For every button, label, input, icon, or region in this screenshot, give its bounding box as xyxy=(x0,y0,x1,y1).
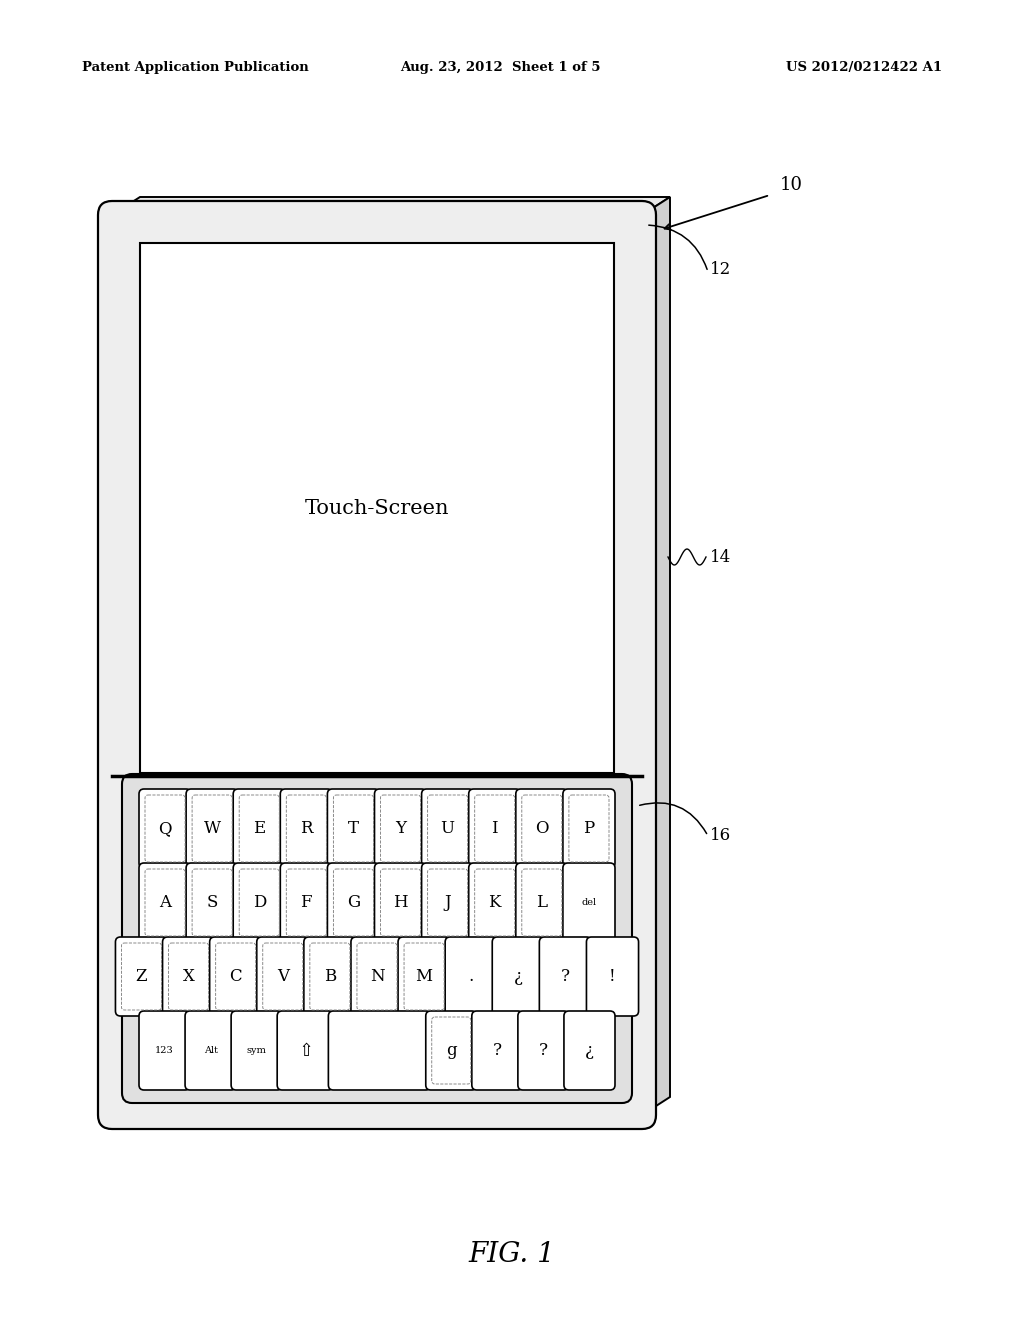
Bar xyxy=(140,243,614,774)
Text: FIG. 1: FIG. 1 xyxy=(469,1242,555,1269)
FancyBboxPatch shape xyxy=(329,1011,431,1090)
Text: ?: ? xyxy=(561,968,570,985)
FancyBboxPatch shape xyxy=(139,1011,190,1090)
Text: H: H xyxy=(393,894,408,911)
Text: 16: 16 xyxy=(710,828,731,845)
Text: O: O xyxy=(536,820,549,837)
Text: T: T xyxy=(348,820,359,837)
FancyBboxPatch shape xyxy=(139,863,191,942)
Text: US 2012/0212422 A1: US 2012/0212422 A1 xyxy=(785,62,942,74)
Text: I: I xyxy=(492,820,498,837)
Text: 123: 123 xyxy=(156,1045,174,1055)
FancyBboxPatch shape xyxy=(186,863,239,942)
FancyBboxPatch shape xyxy=(540,937,592,1016)
FancyBboxPatch shape xyxy=(98,201,656,1129)
FancyBboxPatch shape xyxy=(231,1011,283,1090)
Text: sym: sym xyxy=(247,1045,266,1055)
Text: Y: Y xyxy=(395,820,407,837)
Text: Patent Application Publication: Patent Application Publication xyxy=(82,62,309,74)
Text: M: M xyxy=(416,968,433,985)
Text: W: W xyxy=(204,820,221,837)
Text: C: C xyxy=(229,968,242,985)
Text: 10: 10 xyxy=(780,176,803,194)
Text: Z: Z xyxy=(136,968,147,985)
Text: .: . xyxy=(469,968,474,985)
FancyBboxPatch shape xyxy=(469,789,521,869)
Text: ?: ? xyxy=(493,1041,502,1059)
Text: L: L xyxy=(537,894,548,911)
FancyBboxPatch shape xyxy=(422,863,474,942)
FancyBboxPatch shape xyxy=(445,937,498,1016)
FancyBboxPatch shape xyxy=(563,863,615,942)
FancyBboxPatch shape xyxy=(564,1011,615,1090)
FancyBboxPatch shape xyxy=(516,789,568,869)
Text: J: J xyxy=(444,894,451,911)
FancyBboxPatch shape xyxy=(518,1011,569,1090)
Text: U: U xyxy=(440,820,455,837)
Text: P: P xyxy=(584,820,595,837)
Text: ¿: ¿ xyxy=(585,1041,594,1059)
FancyBboxPatch shape xyxy=(257,937,309,1016)
FancyBboxPatch shape xyxy=(233,863,286,942)
Text: G: G xyxy=(347,894,360,911)
Text: g: g xyxy=(446,1041,457,1059)
FancyBboxPatch shape xyxy=(469,863,521,942)
FancyBboxPatch shape xyxy=(375,863,427,942)
FancyBboxPatch shape xyxy=(563,789,615,869)
FancyBboxPatch shape xyxy=(122,774,632,1104)
Text: E: E xyxy=(253,820,265,837)
Text: V: V xyxy=(276,968,289,985)
FancyBboxPatch shape xyxy=(185,1011,237,1090)
Text: ?: ? xyxy=(539,1041,548,1059)
Text: N: N xyxy=(370,968,384,985)
Text: A: A xyxy=(159,894,171,911)
Text: 14: 14 xyxy=(710,549,731,565)
Text: K: K xyxy=(488,894,501,911)
FancyBboxPatch shape xyxy=(186,789,239,869)
FancyBboxPatch shape xyxy=(139,789,191,869)
Text: !: ! xyxy=(609,968,615,985)
FancyBboxPatch shape xyxy=(233,789,286,869)
Text: ⇧: ⇧ xyxy=(298,1041,313,1060)
FancyBboxPatch shape xyxy=(278,1011,334,1090)
Text: Aug. 23, 2012  Sheet 1 of 5: Aug. 23, 2012 Sheet 1 of 5 xyxy=(400,62,600,74)
FancyBboxPatch shape xyxy=(587,937,639,1016)
Text: F: F xyxy=(300,894,312,911)
Text: D: D xyxy=(253,894,266,911)
Text: R: R xyxy=(300,820,312,837)
Text: X: X xyxy=(182,968,195,985)
FancyBboxPatch shape xyxy=(426,1011,477,1090)
FancyBboxPatch shape xyxy=(281,863,333,942)
Text: Q: Q xyxy=(159,820,172,837)
FancyBboxPatch shape xyxy=(304,937,356,1016)
FancyBboxPatch shape xyxy=(493,937,545,1016)
FancyBboxPatch shape xyxy=(422,789,474,869)
FancyBboxPatch shape xyxy=(398,937,451,1016)
FancyBboxPatch shape xyxy=(210,937,262,1016)
FancyBboxPatch shape xyxy=(281,789,333,869)
Text: B: B xyxy=(324,968,336,985)
Text: ¿: ¿ xyxy=(514,968,522,985)
Text: 12: 12 xyxy=(710,261,731,279)
Text: Touch-Screen: Touch-Screen xyxy=(305,499,450,517)
Polygon shape xyxy=(642,197,670,1115)
FancyBboxPatch shape xyxy=(328,789,380,869)
Text: Alt: Alt xyxy=(204,1045,217,1055)
Text: S: S xyxy=(207,894,218,911)
FancyBboxPatch shape xyxy=(516,863,568,942)
Polygon shape xyxy=(112,197,670,215)
FancyBboxPatch shape xyxy=(116,937,168,1016)
FancyBboxPatch shape xyxy=(375,789,427,869)
Text: del: del xyxy=(582,898,597,907)
FancyBboxPatch shape xyxy=(351,937,403,1016)
FancyBboxPatch shape xyxy=(472,1011,523,1090)
FancyBboxPatch shape xyxy=(328,863,380,942)
FancyBboxPatch shape xyxy=(163,937,215,1016)
